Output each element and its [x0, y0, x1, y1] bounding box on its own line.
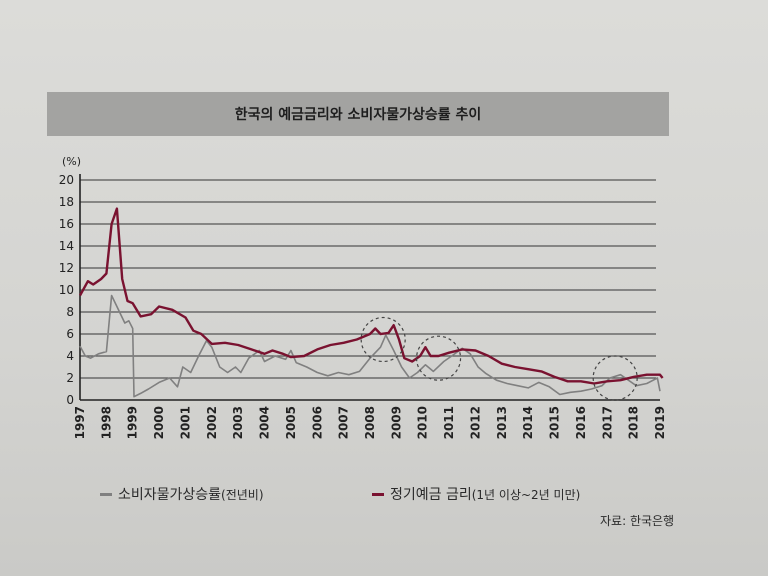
x-tick-label: 2007	[337, 406, 351, 439]
y-tick-label: 20	[59, 173, 74, 187]
legend-swatch-deposit	[372, 492, 384, 496]
y-axis-unit: (%)	[62, 155, 81, 168]
y-tick-label: 4	[66, 349, 74, 363]
legend-suffix-cpi: (전년비)	[221, 487, 264, 502]
cpi-line	[79, 294, 661, 398]
x-tick-label: 2014	[521, 406, 535, 439]
legend-item-deposit: 정기예금 금리 (1년 이상~2년 미만)	[372, 484, 580, 504]
x-tick-label: 2017	[600, 406, 614, 439]
x-tick-label: 1999	[126, 406, 140, 439]
x-tick-label: 2005	[284, 406, 298, 439]
x-tick-label: 2013	[495, 406, 509, 439]
y-tick-label: 12	[59, 261, 74, 275]
y-tick-label: 18	[59, 195, 74, 209]
x-tick-label: 1997	[73, 406, 87, 439]
x-tick-label: 2019	[653, 406, 667, 439]
chart-title: 한국의 예금금리와 소비자물가상승률 추이	[234, 107, 482, 123]
x-tick-label: 2003	[231, 406, 245, 439]
source-note: 자료: 한국은행	[600, 514, 675, 528]
x-tick-label: 2011	[442, 406, 456, 439]
y-tick-label: 8	[66, 305, 74, 319]
x-tick-label: 2009	[389, 406, 403, 439]
x-tick-label: 2016	[574, 406, 588, 439]
chart-title-bar: 한국의 예금금리와 소비자물가상승률 추이	[47, 92, 669, 136]
x-tick-label: 2000	[152, 406, 166, 439]
y-tick-label: 16	[59, 217, 74, 231]
x-tick-label: 2015	[548, 406, 562, 439]
dashed-circle-annotation	[415, 335, 462, 381]
x-tick-label: 1998	[99, 406, 113, 439]
x-tick-label: 2002	[205, 406, 219, 439]
deposit-rate-line	[78, 207, 664, 385]
x-tick-label: 2006	[310, 406, 324, 439]
legend-label-cpi: 소비자물가상승률	[118, 487, 222, 503]
legend-suffix-deposit: (1년 이상~2년 미만)	[471, 487, 581, 502]
x-tick-label: 2001	[178, 406, 192, 439]
legend-label-deposit: 정기예금 금리	[390, 487, 472, 503]
legend-item-cpi: 소비자물가상승률 (전년비)	[100, 484, 264, 504]
y-tick-label: 10	[59, 283, 74, 297]
y-tick-label: 14	[59, 239, 74, 253]
x-tick-label: 2018	[627, 406, 641, 439]
y-tick-label: 6	[66, 327, 74, 341]
x-tick-label: 2010	[416, 406, 430, 439]
x-tick-label: 2004	[258, 406, 272, 439]
dashed-circle-annotation	[360, 316, 406, 363]
x-tick-label: 2012	[468, 406, 482, 439]
legend-swatch-cpi	[100, 492, 112, 496]
x-tick-label: 2008	[363, 406, 377, 439]
y-tick-label: 0	[66, 393, 74, 407]
y-tick-label: 2	[66, 371, 74, 385]
dashed-circle-annotation	[592, 355, 638, 401]
